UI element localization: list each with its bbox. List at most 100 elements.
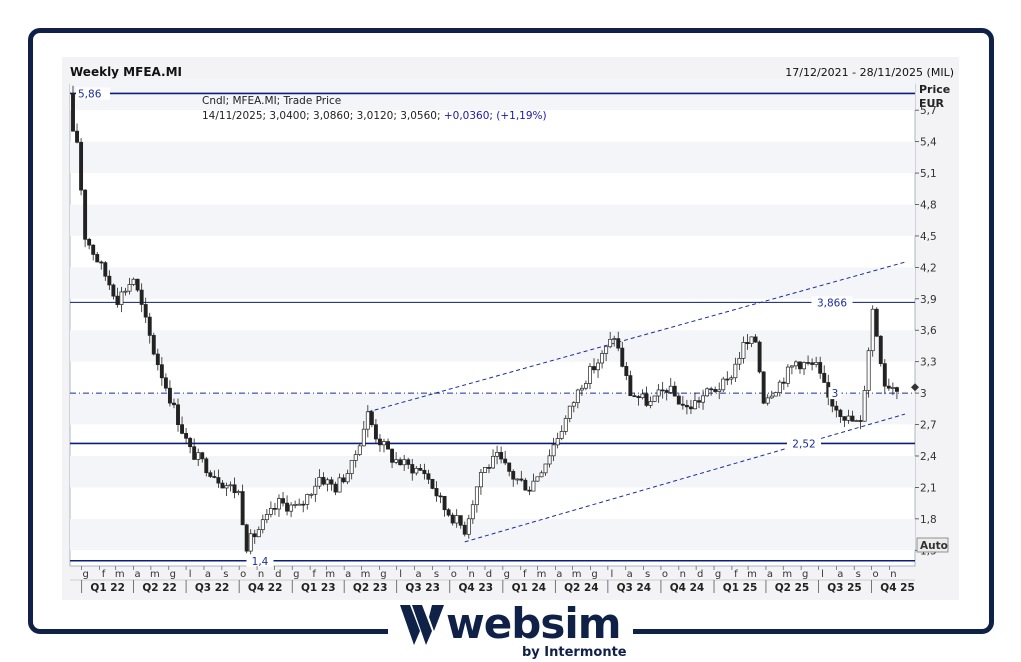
- candle-body: [172, 402, 176, 406]
- candle-body: [159, 364, 164, 379]
- candle-body: [842, 416, 847, 421]
- date-range-label: 17/12/2021 - 28/11/2025 (MIL): [785, 66, 954, 79]
- candle-body: [515, 478, 520, 481]
- grid-band: [70, 518, 915, 551]
- candle-body: [200, 452, 205, 460]
- candle-body: [834, 405, 839, 411]
- candle-body: [483, 467, 487, 473]
- candle-body: [749, 336, 754, 344]
- x-quarter-label: Q2 25: [775, 582, 810, 594]
- candle-body: [268, 508, 273, 515]
- candle-body: [757, 341, 762, 373]
- candle-body: [442, 495, 447, 511]
- x-month-label: a: [767, 569, 773, 580]
- candle-body: [616, 338, 621, 349]
- candle-body: [761, 371, 766, 404]
- candle-body: [248, 533, 253, 552]
- legend-ohlc: 14/11/2025; 3,0400; 3,0860; 3,0120; 3,05…: [202, 110, 444, 122]
- candle-body: [507, 462, 512, 472]
- x-month-label: s: [223, 569, 228, 580]
- candle-body: [664, 390, 669, 393]
- candle-body: [781, 381, 786, 384]
- candle-body: [660, 389, 665, 392]
- candle-body: [111, 284, 116, 297]
- candle-body: [882, 363, 887, 387]
- x-quarter-label: Q3 24: [617, 582, 652, 594]
- candle-body: [196, 452, 201, 460]
- candle-body: [769, 395, 774, 399]
- candle-body: [434, 488, 439, 497]
- candle-body: [773, 392, 778, 397]
- candle-body: [462, 524, 467, 535]
- level-label-bg: [811, 296, 853, 309]
- candle-body: [450, 514, 455, 524]
- candle-body: [854, 420, 859, 422]
- candle-body: [285, 502, 290, 512]
- currency-label: EUR: [919, 97, 944, 110]
- candle-body: [624, 366, 629, 376]
- x-month-label: g: [715, 569, 721, 580]
- candle-body: [753, 336, 758, 343]
- candle-body: [680, 403, 685, 406]
- candle-body: [406, 459, 411, 465]
- candle-body: [717, 389, 722, 392]
- x-quarter-label: Q2 22: [142, 582, 177, 594]
- candle-body: [676, 395, 681, 405]
- x-month-label: n: [468, 569, 474, 580]
- price-chart: Weekly MFEA.MI 17/12/2021 - 28/11/2025 (…: [69, 65, 954, 594]
- candle-body: [777, 381, 782, 393]
- candle-body: [640, 393, 645, 399]
- candle-body: [119, 291, 124, 305]
- x-month-label: m: [572, 569, 582, 580]
- auto-button[interactable]: [916, 537, 949, 553]
- websim-wordmark: websim: [446, 599, 622, 648]
- x-quarter-label: Q3 22: [195, 582, 230, 594]
- candle-body: [357, 445, 362, 455]
- candle-body: [99, 261, 104, 264]
- candle-body: [709, 388, 714, 391]
- x-month-label: m: [782, 569, 792, 580]
- candle-body: [648, 401, 653, 406]
- candle-body: [628, 375, 633, 397]
- x-month-label: f: [312, 569, 316, 580]
- candle-body: [79, 141, 84, 191]
- x-month-label: n: [680, 569, 686, 580]
- level-label: 1,4: [252, 556, 269, 568]
- candle-body: [75, 130, 79, 143]
- x-month-label: o: [872, 569, 878, 580]
- x-month-label: a: [345, 569, 351, 580]
- candle-body: [123, 290, 128, 293]
- x-month-label: l: [821, 569, 824, 580]
- candle-body: [317, 477, 322, 487]
- candle-body: [620, 347, 625, 367]
- candle-body: [349, 460, 354, 474]
- x-month-label: a: [556, 569, 562, 580]
- candle-body: [785, 366, 790, 384]
- x-month-label: s: [645, 569, 650, 580]
- candle-body: [143, 304, 148, 318]
- candle-body: [866, 350, 871, 391]
- candle-body: [693, 400, 697, 410]
- candle-body: [567, 405, 572, 419]
- x-quarter-label: Q1 24: [512, 582, 546, 594]
- x-month-label: m: [747, 569, 757, 580]
- x-month-label: f: [523, 569, 527, 580]
- candle-body: [337, 477, 342, 493]
- candle-body: [632, 395, 637, 398]
- candle-body: [543, 463, 548, 474]
- x-month-label: f: [102, 569, 106, 580]
- x-month-label: g: [504, 569, 510, 580]
- grid-band: [70, 393, 915, 425]
- x-month-label: d: [275, 569, 281, 580]
- candle-body: [289, 504, 294, 512]
- legend-line-1: Cndl; MFEA.MI; Trade Price: [202, 95, 341, 107]
- x-month-label: o: [662, 569, 668, 580]
- candle-body: [446, 509, 451, 516]
- candle-body: [216, 477, 221, 484]
- candle-body: [127, 284, 132, 292]
- candle-body: [422, 469, 427, 475]
- candle-body: [503, 458, 508, 464]
- candle-body: [559, 431, 564, 439]
- candle-body: [260, 519, 265, 530]
- candle-body: [499, 452, 504, 460]
